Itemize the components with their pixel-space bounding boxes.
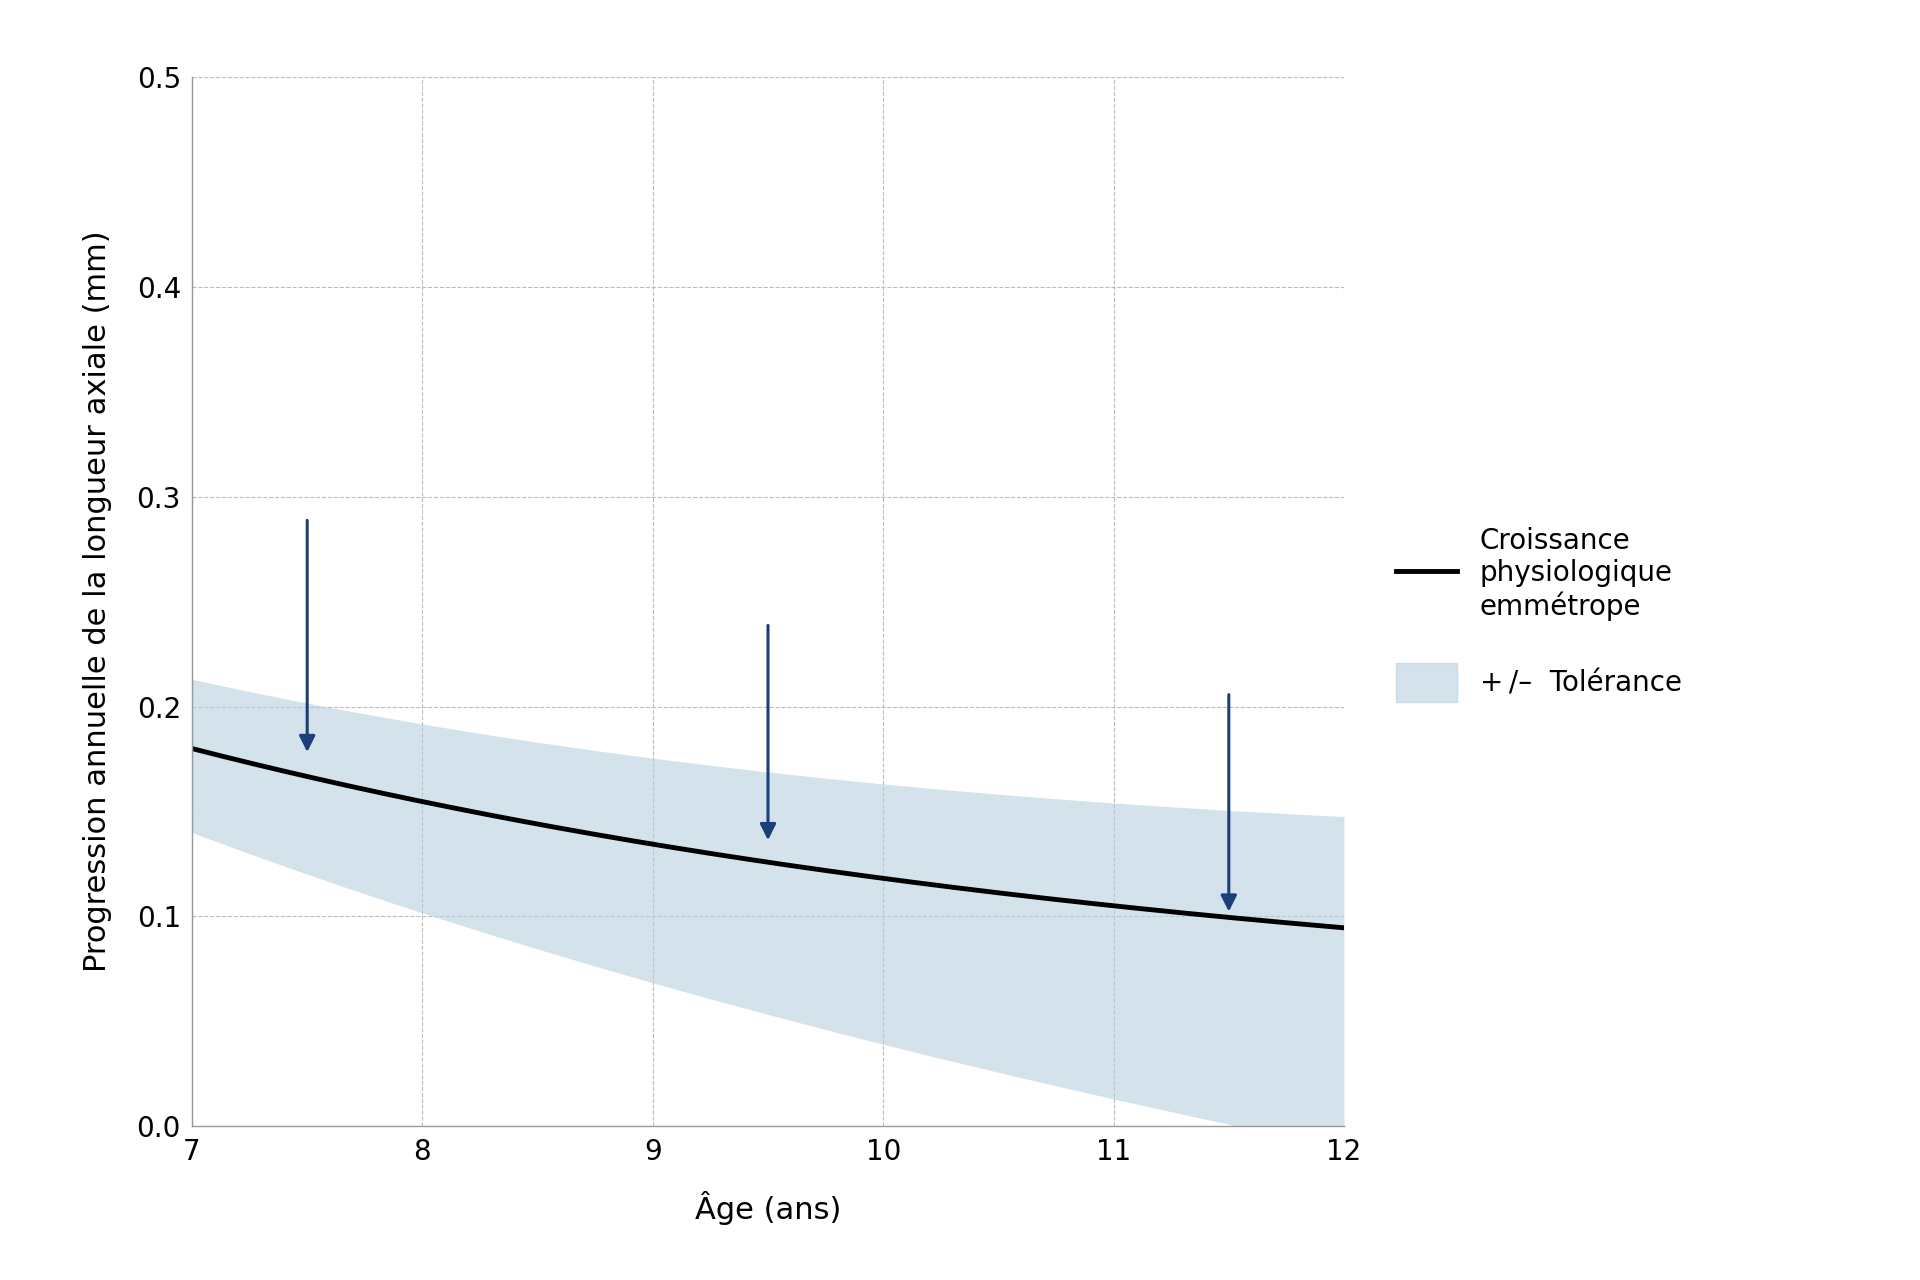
X-axis label: Âge (ans): Âge (ans) [695,1190,841,1225]
Y-axis label: Progression annuelle de la longueur axiale (mm): Progression annuelle de la longueur axia… [83,230,111,973]
Legend: Croissance
physiologique
emmétrope, + /–  Tolérance: Croissance physiologique emmétrope, + /–… [1396,526,1682,703]
